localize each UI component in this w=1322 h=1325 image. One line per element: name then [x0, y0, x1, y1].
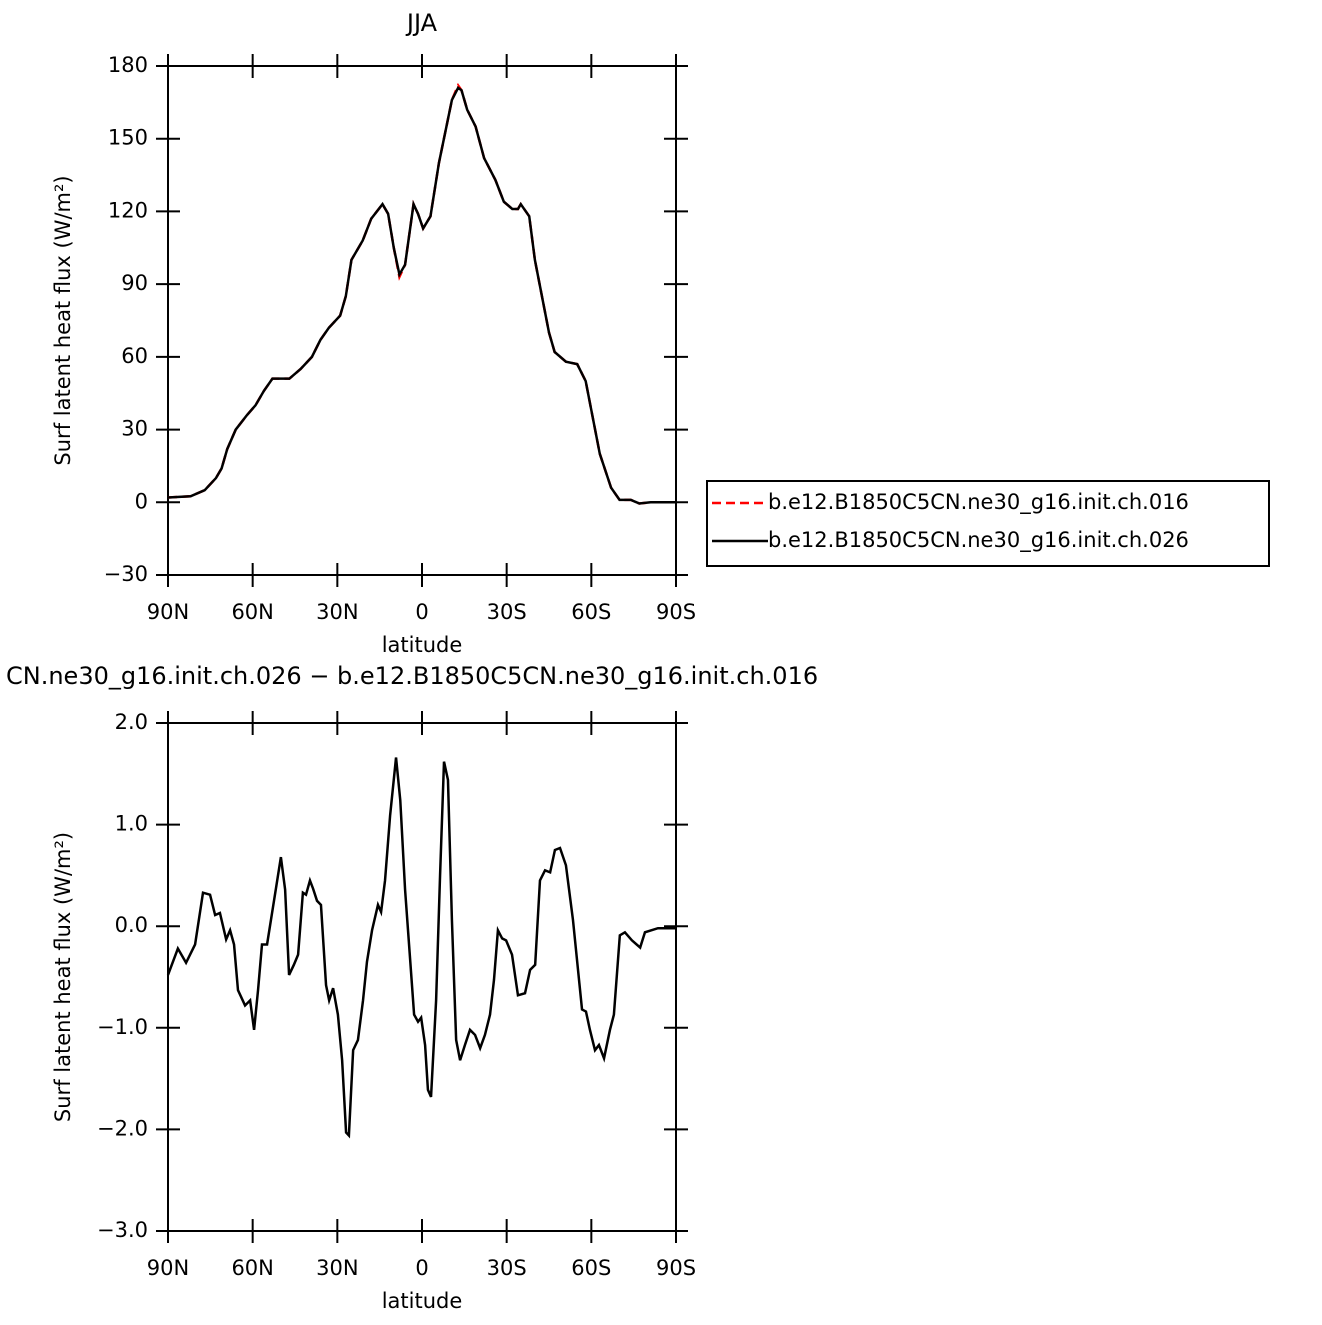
- x-tick-label: 90N: [147, 1256, 189, 1280]
- x-tick-label: 60S: [571, 600, 611, 624]
- y-tick-label: 150: [108, 126, 148, 150]
- y-axis-label: Surf latent heat flux (W/m²): [51, 832, 75, 1122]
- x-tick-label: 30S: [487, 600, 527, 624]
- y-tick-label: −30: [104, 562, 148, 586]
- x-tick-label: 30N: [316, 600, 358, 624]
- y-tick-label: 120: [108, 198, 148, 222]
- chart-title: JJA: [405, 9, 438, 37]
- y-tick-label: −2.0: [97, 1116, 148, 1140]
- legend-label: b.e12.B1850C5CN.ne30_g16.init.ch.016: [768, 490, 1189, 515]
- x-tick-label: 30S: [487, 1256, 527, 1280]
- y-tick-label: 1.0: [115, 812, 148, 836]
- x-tick-label: 60N: [231, 1256, 273, 1280]
- x-tick-label: 30N: [316, 1256, 358, 1280]
- x-tick-label: 0: [415, 1256, 428, 1280]
- x-axis-label: latitude: [382, 1289, 463, 1313]
- data-line: [167, 85, 676, 505]
- chart-title: CN.ne30_g16.init.ch.026 − b.e12.B1850C5C…: [6, 662, 818, 690]
- x-tick-label: 60S: [571, 1256, 611, 1280]
- x-axis-label: latitude: [382, 633, 463, 657]
- y-axis-label: Surf latent heat flux (W/m²): [51, 175, 75, 465]
- legend-label: b.e12.B1850C5CN.ne30_g16.init.ch.026: [768, 528, 1189, 553]
- x-tick-label: 0: [415, 600, 428, 624]
- y-tick-label: −3.0: [97, 1218, 148, 1242]
- y-tick-label: −1.0: [97, 1015, 148, 1039]
- data-line: [167, 82, 676, 505]
- legend-box: [706, 480, 1270, 567]
- y-tick-label: 90: [121, 271, 148, 295]
- plot-frame: [167, 722, 677, 1232]
- y-tick-label: 2.0: [115, 710, 148, 734]
- x-tick-label: 90S: [656, 1256, 696, 1280]
- y-tick-label: 60: [121, 344, 148, 368]
- y-tick-label: 0: [135, 489, 148, 513]
- y-tick-label: 30: [121, 417, 148, 441]
- plot-frame: [167, 65, 677, 576]
- x-tick-label: 60N: [231, 600, 273, 624]
- data-line: [166, 757, 676, 1139]
- x-tick-label: 90S: [656, 600, 696, 624]
- x-tick-label: 90N: [147, 600, 189, 624]
- y-tick-label: 0.0: [115, 913, 148, 937]
- y-tick-label: 180: [108, 53, 148, 77]
